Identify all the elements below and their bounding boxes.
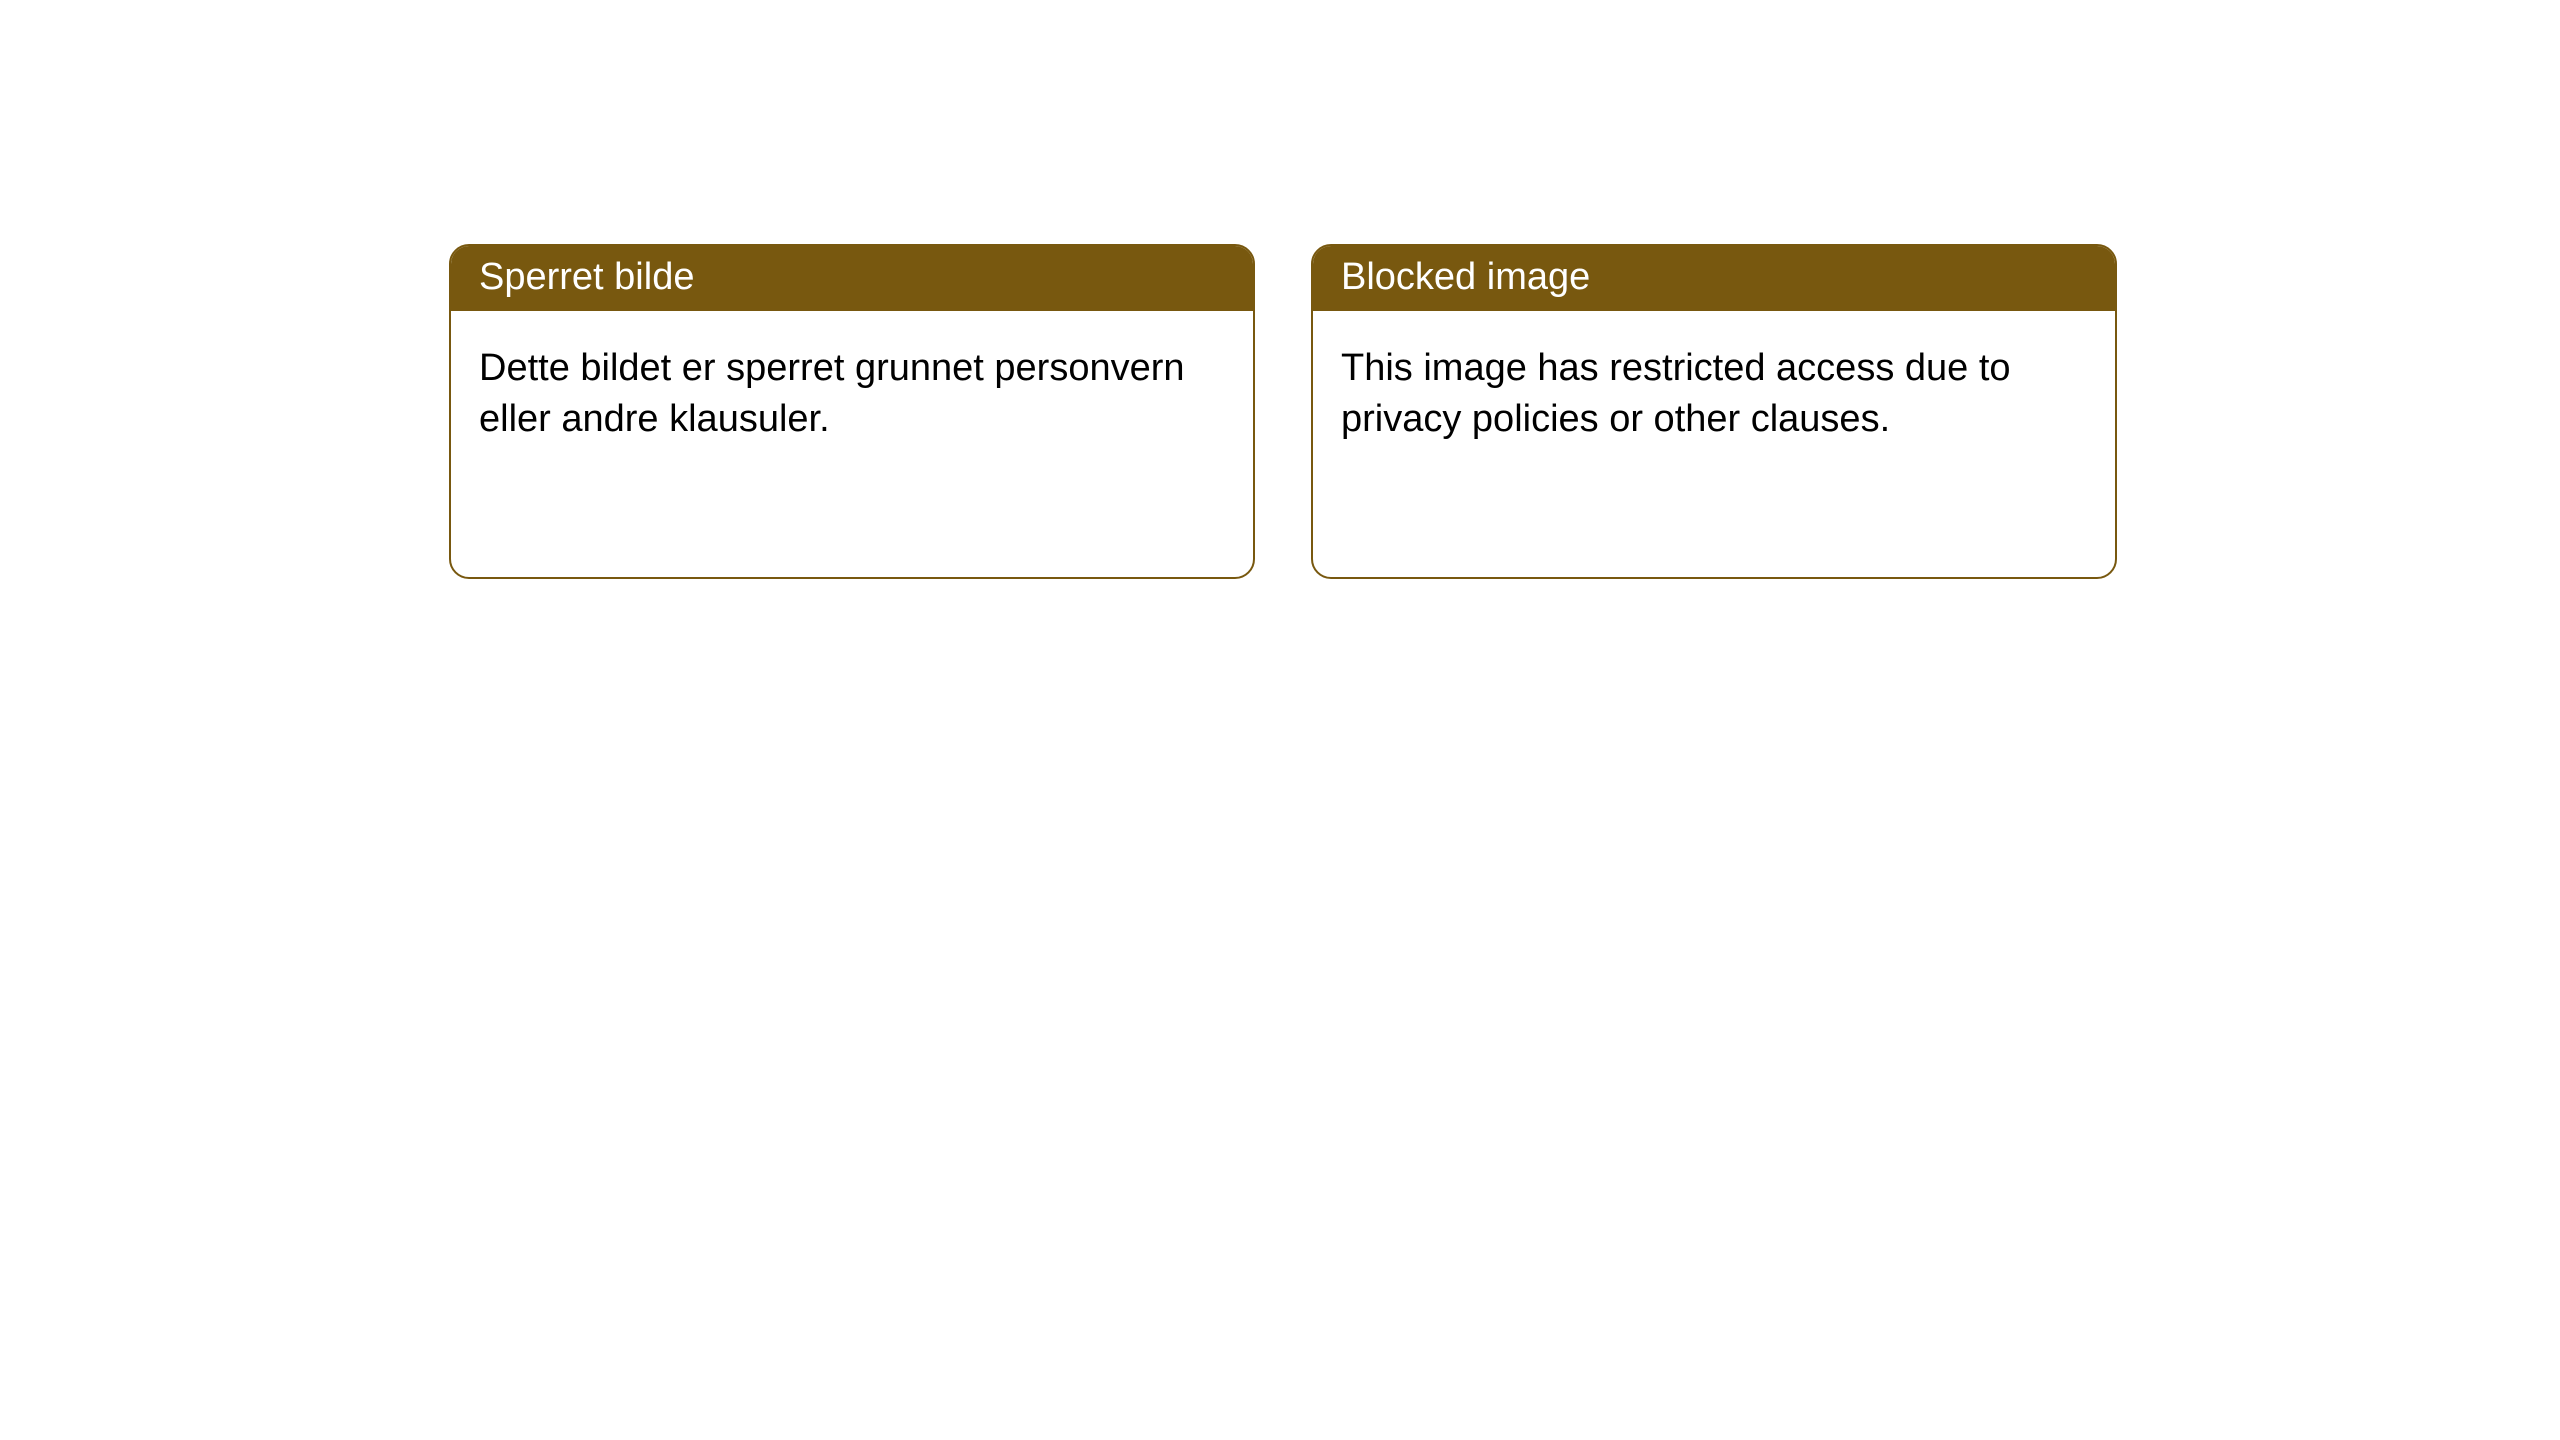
notice-card-en: Blocked image This image has restricted … — [1311, 244, 2117, 579]
notice-card-no: Sperret bilde Dette bildet er sperret gr… — [449, 244, 1255, 579]
notice-body-no: Dette bildet er sperret grunnet personve… — [451, 311, 1253, 478]
notice-container: Sperret bilde Dette bildet er sperret gr… — [0, 0, 2560, 579]
notice-title-no: Sperret bilde — [451, 246, 1253, 311]
notice-body-en: This image has restricted access due to … — [1313, 311, 2115, 478]
notice-title-en: Blocked image — [1313, 246, 2115, 311]
